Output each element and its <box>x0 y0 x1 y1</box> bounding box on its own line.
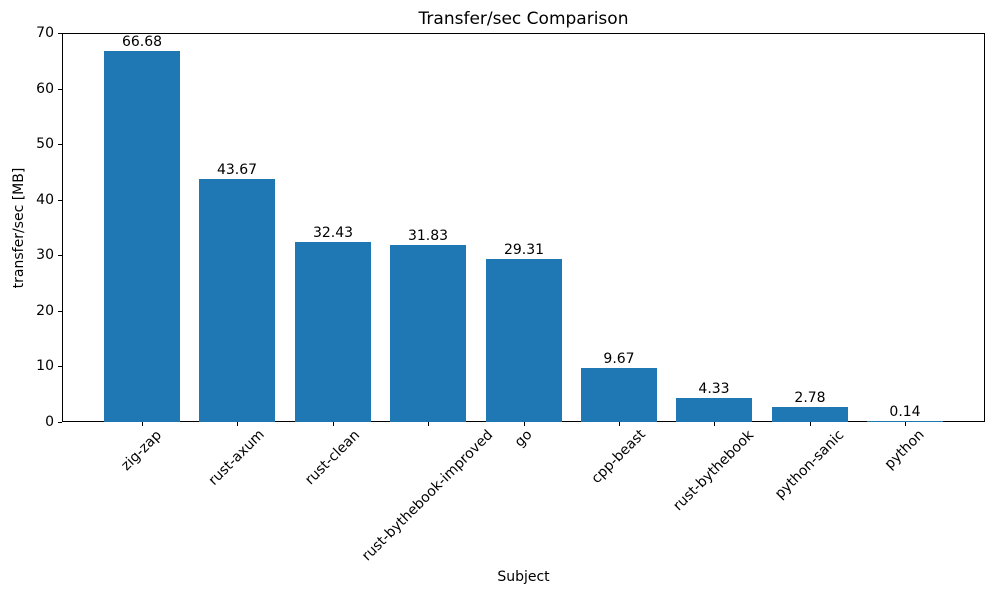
y-axis-label: transfer/sec [MB] <box>11 167 27 289</box>
y-tick <box>58 422 62 423</box>
x-tick <box>524 422 525 426</box>
bar-rust-bythebook-improved <box>390 245 466 422</box>
x-tick-label: cpp-beast <box>588 426 649 487</box>
bar-value-label: 32.43 <box>312 225 354 241</box>
x-tick-label: rust-bythebook-improved <box>359 427 497 565</box>
y-tick-label: 10 <box>36 358 54 374</box>
y-tick <box>58 200 62 201</box>
x-tick <box>905 422 906 426</box>
x-tick <box>810 422 811 426</box>
x-tick-label: rust-clean <box>302 427 364 489</box>
y-tick <box>58 366 62 367</box>
y-tick-label: 70 <box>36 25 54 41</box>
bar-value-label: 2.78 <box>794 390 826 406</box>
y-tick-label: 40 <box>36 192 54 208</box>
y-tick-label: 60 <box>36 81 54 97</box>
bar-zig-zap <box>104 51 180 422</box>
y-tick <box>58 255 62 256</box>
x-tick-label: go <box>511 426 536 451</box>
bar-value-label: 4.33 <box>698 381 730 397</box>
y-tick-label: 0 <box>45 414 54 430</box>
bar-value-label: 0.14 <box>889 404 921 420</box>
y-tick <box>58 144 62 145</box>
y-tick <box>58 311 62 312</box>
y-tick-label: 20 <box>36 303 54 319</box>
x-tick-label: python <box>881 426 928 473</box>
x-tick-label: python-sanic <box>772 427 848 503</box>
x-tick <box>619 422 620 426</box>
bar-value-label: 9.67 <box>603 351 635 367</box>
x-tick-label: rust-bythebook <box>670 427 758 515</box>
x-tick <box>714 422 715 426</box>
bar-python <box>867 421 943 422</box>
bar-python-sanic <box>772 407 848 422</box>
bar-go <box>486 259 562 422</box>
y-tick <box>58 33 62 34</box>
bar-rust-clean <box>295 242 371 422</box>
x-tick-label: zig-zap <box>118 427 165 474</box>
bar-value-label: 43.67 <box>216 162 258 178</box>
x-tick <box>428 422 429 426</box>
y-tick-label: 30 <box>36 247 54 263</box>
x-tick <box>333 422 334 426</box>
chart-title: Transfer/sec Comparison <box>418 9 629 29</box>
bar-value-label: 29.31 <box>503 242 545 258</box>
bar-rust-axum <box>199 179 275 422</box>
y-tick <box>58 89 62 90</box>
x-axis-label: Subject <box>497 569 550 585</box>
bar-value-label: 31.83 <box>407 228 449 244</box>
bar-cpp-beast <box>581 368 657 422</box>
bar-value-label: 66.68 <box>121 34 163 50</box>
x-tick <box>237 422 238 426</box>
bar-rust-bythebook <box>676 398 752 422</box>
y-tick-label: 50 <box>36 136 54 152</box>
x-tick-label: rust-axum <box>205 426 268 489</box>
x-tick <box>142 422 143 426</box>
